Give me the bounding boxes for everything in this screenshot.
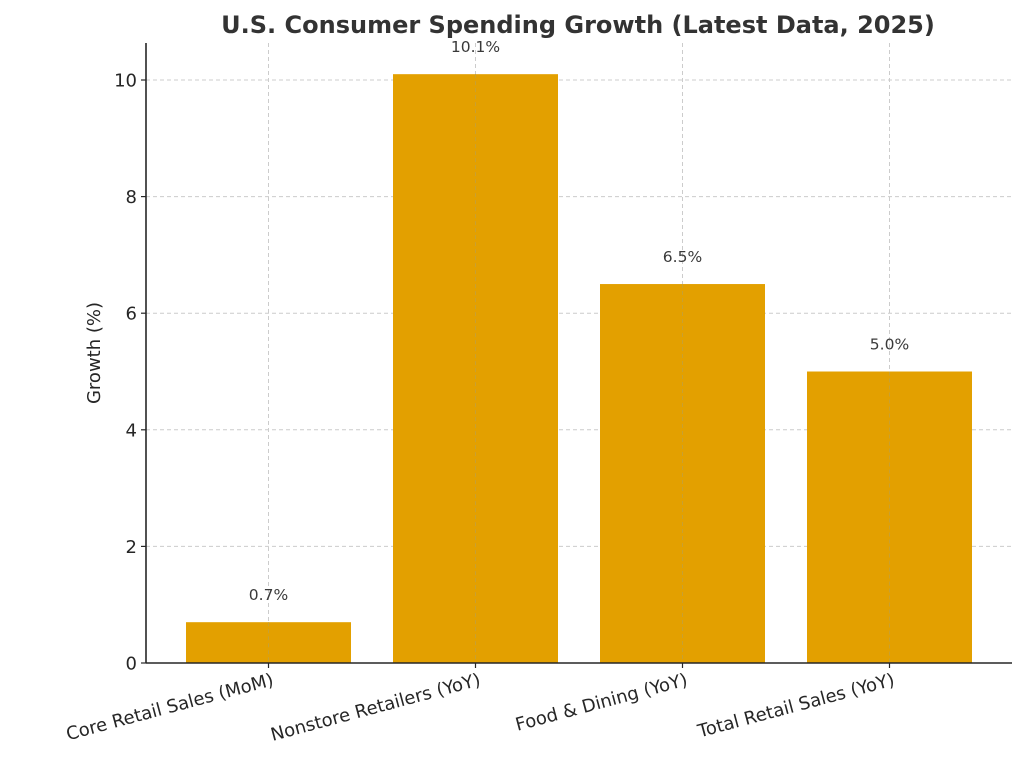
y-axis-label: Growth (%) [84,302,105,404]
data-label: 5.0% [870,336,909,354]
chart-title: U.S. Consumer Spending Growth (Latest Da… [221,11,935,39]
x-tick-label: Food & Dining (YoY) [513,670,690,736]
y-tick-label: 0 [126,654,137,675]
y-tick-label: 6 [126,304,137,325]
bar-layer [186,74,972,664]
x-tick-label: Core Retail Sales (MoM) [64,670,276,746]
y-tick-label: 4 [126,420,137,441]
y-tick-label: 2 [126,537,137,558]
x-tick-label: Nonstore Retailers (YoY) [268,670,482,746]
data-labels: 0.7% 10.1% 6.5% 5.0% [249,38,909,604]
axis-layer [141,43,1012,668]
data-label: 6.5% [663,248,702,266]
bar [807,371,972,663]
data-label: 10.1% [451,38,500,56]
y-tick-labels: 0 2 4 6 8 10 [114,71,137,675]
y-tick-label: 8 [126,187,137,208]
data-label: 0.7% [249,586,288,604]
y-tick-label: 10 [114,71,137,92]
x-tick-labels: Core Retail Sales (MoM)Nonstore Retailer… [64,670,897,746]
bar [186,622,351,663]
x-tick-label: Total Retail Sales (YoY) [695,670,897,743]
